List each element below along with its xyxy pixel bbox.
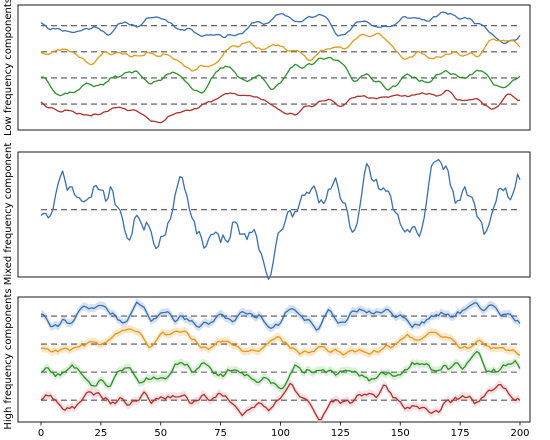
- low-frequency-ylabel: Low frequency components: [3, 0, 14, 136]
- series-line-1: [40, 328, 521, 356]
- series-band-2: [41, 347, 520, 393]
- high-frequency-ylabel: High frequency components: [3, 288, 14, 429]
- x-tick-label-8: 200: [510, 428, 529, 439]
- mixed-frequency-axes-frame: [17, 151, 531, 278]
- mixed-frequency-lines: [40, 158, 521, 280]
- low-frequency-panel: Low frequency components: [3, 0, 531, 136]
- x-tick-label-1: 25: [95, 428, 108, 439]
- x-axis-ticks: 0 25 50 75 100 125 150 175 200: [38, 422, 530, 439]
- series-band-0: [41, 298, 520, 335]
- low-frequency-baselines: [41, 25, 520, 105]
- series-band-3: [41, 379, 520, 424]
- series-line-0: [40, 11, 521, 44]
- x-tick-label-4: 100: [271, 428, 290, 439]
- series-line-0: [40, 158, 521, 280]
- x-tick-label-5: 125: [331, 428, 350, 439]
- series-line-2: [40, 350, 521, 390]
- x-tick-label-6: 150: [391, 428, 410, 439]
- high-frequency-panel: High frequency components 0 25 50 75 100 125 1…: [3, 288, 531, 439]
- low-frequency-axes-frame: [17, 4, 531, 131]
- x-tick-label-7: 175: [451, 428, 470, 439]
- low-frequency-lines: [40, 11, 521, 124]
- x-tick-label-2: 50: [154, 428, 167, 439]
- series-line-1: [40, 32, 521, 72]
- series-band-1: [41, 324, 520, 360]
- x-tick-label-3: 75: [214, 428, 227, 439]
- x-tick-label-0: 0: [38, 428, 44, 439]
- mixed-frequency-panel: Mixed frequency component: [3, 143, 531, 286]
- series-line-2: [40, 56, 521, 97]
- high-frequency-lines: [40, 301, 521, 421]
- series-line-3: [40, 89, 521, 124]
- high-frequency-bands: [41, 298, 520, 424]
- mixed-frequency-ylabel: Mixed frequency component: [3, 143, 14, 286]
- high-frequency-axes-frame: [17, 296, 531, 423]
- series-line-0: [40, 301, 521, 331]
- series-line-3: [40, 382, 521, 421]
